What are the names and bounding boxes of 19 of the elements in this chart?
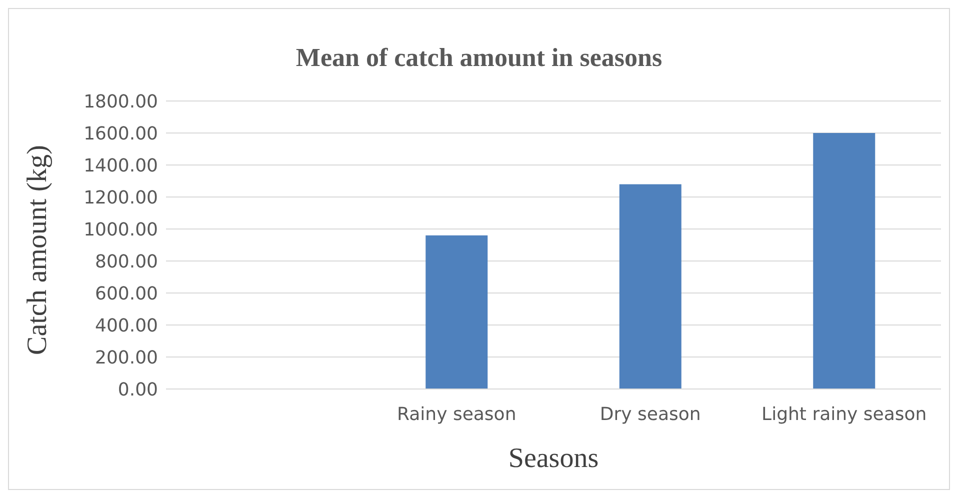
x-tick-label: Rainy season <box>397 404 516 425</box>
x-tick-label: Light rainy season <box>762 404 927 425</box>
y-tick-label: 1400.00 <box>84 155 158 176</box>
y-tick-label: 1200.00 <box>84 187 158 208</box>
bar <box>813 133 876 389</box>
x-tick-label: Dry season <box>600 404 701 425</box>
y-tick-label: 200.00 <box>95 347 158 368</box>
y-tick-label: 400.00 <box>95 315 158 336</box>
y-axis-title: Catch amount (kg) <box>22 145 54 355</box>
y-tick-label: 0.00 <box>118 379 158 400</box>
y-tick-label: 1800.00 <box>84 91 158 112</box>
x-axis-title: Seasons <box>507 443 600 475</box>
y-tick-label: 1600.00 <box>84 123 158 144</box>
bar <box>619 184 682 389</box>
y-tick-label: 800.00 <box>95 251 158 272</box>
bar <box>426 235 488 389</box>
chart-title: Mean of catch amount in seasons <box>294 43 664 73</box>
y-tick-label: 600.00 <box>95 283 158 304</box>
y-tick-label: 1000.00 <box>84 219 158 240</box>
